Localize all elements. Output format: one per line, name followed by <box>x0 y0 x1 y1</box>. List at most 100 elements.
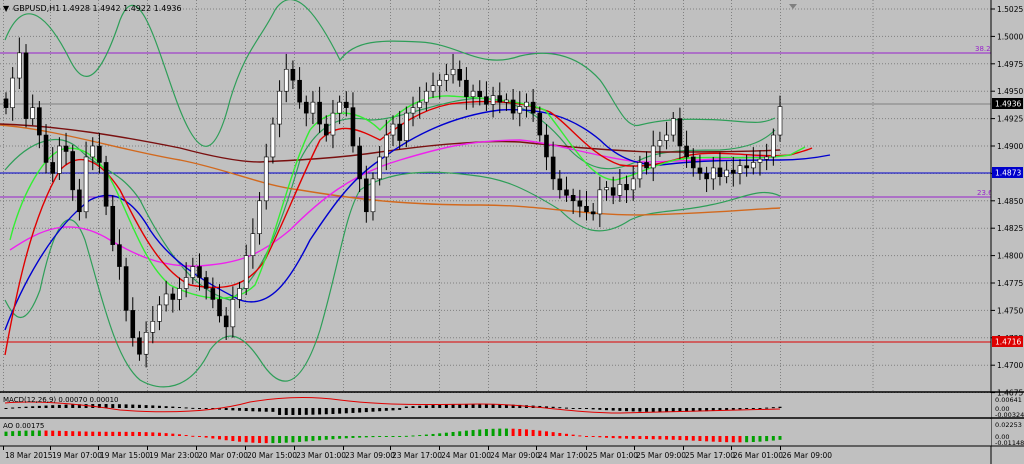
menu-triangle-icon[interactable]: ▼ <box>3 4 10 13</box>
macd-bar <box>371 408 375 412</box>
bear-candle <box>137 337 142 355</box>
macd-panel[interactable] <box>0 393 991 418</box>
ao-bar <box>57 430 61 436</box>
macd-bar <box>77 404 81 408</box>
ao-panel[interactable] <box>0 419 991 446</box>
macd-bar <box>778 406 782 408</box>
ao-bar <box>91 431 95 436</box>
ao-bar <box>198 436 201 437</box>
bull-candle <box>230 299 236 328</box>
bear-candle <box>484 96 489 105</box>
macd-bar <box>278 408 282 415</box>
bull-candle <box>771 134 776 158</box>
bear-candle <box>203 277 209 289</box>
macd-bar <box>738 408 742 410</box>
ao-bar <box>304 436 308 442</box>
macd-bar <box>751 408 755 409</box>
macd-bar <box>378 408 382 412</box>
macd-tick-label: 0.00 <box>995 405 1009 413</box>
macd-bar <box>511 404 515 408</box>
macd-bar <box>678 408 682 412</box>
red-level-tag <box>992 336 1023 347</box>
time-tick-label: 25 Mar 01:00 <box>588 451 638 460</box>
bear-candle <box>70 151 76 191</box>
bear-candle <box>530 101 536 114</box>
macd-bar <box>218 408 222 410</box>
macd-bar <box>111 404 115 408</box>
ao-bar <box>431 433 435 436</box>
bear-candle <box>43 134 49 163</box>
price-axis[interactable] <box>991 0 1024 464</box>
ao-bar <box>137 431 141 436</box>
macd-bar <box>665 408 669 412</box>
macd-bar <box>184 407 188 409</box>
macd-bar <box>745 408 749 409</box>
bull-candle <box>470 90 476 97</box>
fib-236-label: 23.6 <box>977 189 993 197</box>
ao-bar <box>611 436 615 439</box>
macd-bar <box>117 404 121 408</box>
macd-bar <box>551 406 555 408</box>
shift-marker-icon[interactable] <box>789 4 797 9</box>
time-tick-label: 19 Mar 15:00 <box>100 451 150 460</box>
macd-bar <box>44 405 48 408</box>
time-tick-label: 19 Mar 07:00 <box>52 451 102 460</box>
macd-bar <box>544 406 548 408</box>
time-tick-label: 26 Mar 01:00 <box>733 451 783 460</box>
bull-candle <box>617 184 623 196</box>
macd-bar <box>611 408 615 411</box>
macd-bar <box>564 407 568 409</box>
main-plot-area[interactable] <box>0 0 991 392</box>
candlestick-series <box>3 37 783 368</box>
time-tick-label: 25 Mar 17:00 <box>685 451 735 460</box>
ao-bar <box>278 436 282 443</box>
bull-candle <box>83 156 89 213</box>
bear-candle <box>50 162 56 174</box>
ao-tick-label: -0.01148 <box>995 439 1024 447</box>
macd-bar <box>384 408 388 411</box>
macd-bar <box>191 407 195 409</box>
macd-bar <box>458 404 462 408</box>
ao-bar <box>498 428 502 436</box>
ao-bar <box>31 430 35 436</box>
ao-bar <box>211 436 215 439</box>
macd-bar <box>491 404 495 408</box>
bull-candle <box>404 112 409 141</box>
ao-bar <box>571 434 575 436</box>
ao-bar <box>398 436 402 437</box>
ao-bar <box>64 431 68 436</box>
ao-bar <box>144 432 148 436</box>
price-tick-label: 1.4750 <box>997 306 1023 315</box>
ao-bar <box>124 431 128 436</box>
bull-candle <box>337 101 342 114</box>
macd-bar <box>177 406 181 408</box>
macd-bar <box>358 408 362 413</box>
bull-candle <box>630 178 636 191</box>
ao-bar <box>471 430 475 436</box>
ao-bar <box>711 436 715 442</box>
macd-bar <box>311 408 315 415</box>
macd-bar <box>591 408 595 410</box>
ao-bar <box>645 436 649 440</box>
ao-bar <box>404 435 408 437</box>
macd-bar <box>338 408 342 414</box>
ao-bar <box>298 436 302 442</box>
bear-candle <box>510 99 516 114</box>
ao-bar <box>177 434 181 436</box>
macd-bar <box>625 408 629 412</box>
ao-axis-ticks: 0.02253 0.00-0.01148 <box>995 421 1024 447</box>
bear-candle <box>584 205 589 213</box>
bull-candle <box>384 134 389 158</box>
macd-bar <box>171 406 175 408</box>
ao-bar <box>77 431 81 436</box>
bear-candle <box>744 165 749 169</box>
bear-candle <box>323 123 329 136</box>
macd-bar <box>471 404 475 408</box>
ao-bar <box>11 431 15 436</box>
ao-bar <box>518 428 522 436</box>
bull-candle <box>183 277 189 289</box>
macd-bar <box>571 408 575 409</box>
ao-bar <box>451 431 455 436</box>
ao-bar <box>131 431 135 436</box>
